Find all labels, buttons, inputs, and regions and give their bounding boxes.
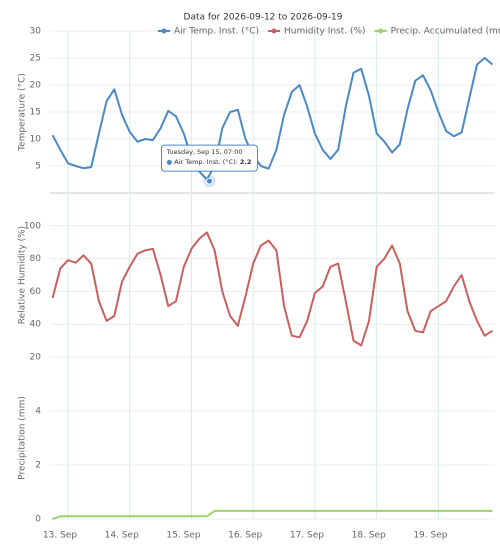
tooltip-box bbox=[160, 144, 258, 172]
legend-marker bbox=[161, 28, 167, 34]
x-tick-label: 17. Sep bbox=[290, 531, 324, 541]
hover-point bbox=[205, 177, 213, 185]
y-tick-label: 15 bbox=[30, 108, 41, 118]
legend[interactable]: Air Temp. Inst. (°C) Humidity Inst. (%) Pr… bbox=[158, 27, 500, 37]
data-line bbox=[52, 509, 493, 520]
legend-label[interactable]: Air Temp. Inst. (°C) bbox=[174, 27, 259, 37]
data-line bbox=[51, 231, 493, 347]
legend-marker bbox=[378, 28, 384, 34]
y-tick-label: 20 bbox=[30, 353, 42, 363]
x-tick-label: 18. Sep bbox=[352, 531, 386, 541]
tooltip-series: Air Temp. Inst. (°C) bbox=[174, 158, 235, 166]
x-tick-label: 19. Sep bbox=[413, 531, 447, 541]
legend-label[interactable]: Precip. Accumulated (mm) bbox=[391, 27, 500, 37]
y-tick-label: 40 bbox=[30, 320, 42, 330]
y-tick-label: 100 bbox=[24, 221, 41, 231]
y-tick-label: 80 bbox=[30, 254, 42, 264]
legend-label[interactable]: Humidity Inst. (%) bbox=[284, 27, 366, 37]
y-axis-title: Temperature (°C) bbox=[18, 73, 28, 152]
y-axis-title: Precipitation (mm) bbox=[18, 396, 28, 480]
grid: 13. Sep 14. Sep 15. Sep 16. Sep 17. Sep 18. S… bbox=[18, 27, 495, 541]
x-tick-label: 14. Sep bbox=[105, 531, 139, 541]
y-tick-label: 10 bbox=[30, 135, 42, 145]
tooltip-label: ● Air Temp. Inst. (°C): 2.2 bbox=[166, 158, 251, 166]
y-tick-label: 2 bbox=[35, 461, 41, 471]
y-tick-label: 5 bbox=[35, 162, 41, 172]
tooltip-header: Tuesday, Sep 15, 07:00 bbox=[165, 148, 242, 156]
x-tick-label: 13. Sep bbox=[43, 531, 77, 541]
tooltip-value: 2.2 bbox=[240, 158, 252, 166]
y-tick-label: 25 bbox=[30, 54, 41, 64]
x-tick-label: 16. Sep bbox=[228, 531, 262, 541]
legend-marker bbox=[271, 28, 277, 34]
tooltip: Tuesday, Sep 15, 07:00 ● Air Temp. Inst.… bbox=[160, 144, 258, 172]
y-tick-label: 4 bbox=[35, 407, 41, 417]
data-line bbox=[51, 57, 494, 181]
y-tick-label: 60 bbox=[30, 287, 42, 297]
y-tick-label: 20 bbox=[30, 81, 42, 91]
x-tick-label: 15. Sep bbox=[166, 531, 200, 541]
y-tick-label: 0 bbox=[35, 515, 41, 525]
chart-title: Data for 2026-09-12 to 2026-09-19 bbox=[184, 13, 343, 23]
plot-area bbox=[51, 57, 494, 520]
y-axis-title: Relative Humidity (%) bbox=[18, 226, 28, 324]
y-tick-label: 30 bbox=[30, 27, 42, 37]
